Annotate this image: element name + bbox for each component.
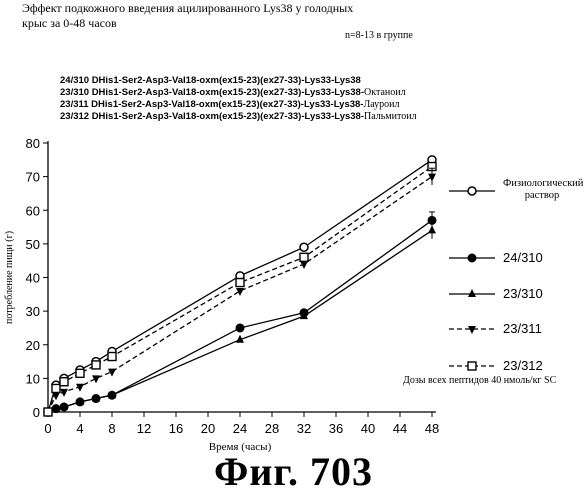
- x-tick-label: 28: [265, 421, 279, 436]
- data-point-4: [92, 361, 100, 369]
- y-tick-label: 50: [26, 237, 40, 252]
- x-tick-label: 36: [329, 421, 343, 436]
- y-tick-label: 10: [26, 371, 40, 386]
- legend-marker-0: [468, 187, 476, 195]
- x-tick-label: 44: [393, 421, 407, 436]
- y-tick-label: 20: [26, 338, 40, 353]
- dose-note: Дозы всех пептидов 40 нмоль/кг SC: [403, 375, 556, 386]
- legend-label: 23/312: [503, 358, 563, 373]
- data-point-4: [236, 279, 244, 287]
- legend-label: Физиологический раствор: [503, 178, 581, 202]
- legend-label: 23/311: [503, 321, 563, 336]
- y-tick-label: 60: [26, 203, 40, 218]
- x-tick-label: 48: [425, 421, 439, 436]
- y-tick-label: 80: [26, 136, 40, 151]
- y-tick-label: 0: [33, 405, 40, 420]
- x-tick-label: 32: [297, 421, 311, 436]
- x-tick-label: 24: [233, 421, 247, 436]
- data-point-0: [300, 243, 308, 251]
- data-point-4: [76, 369, 84, 377]
- legend-label: 23/310: [503, 286, 563, 301]
- y-tick-label: 70: [26, 170, 40, 185]
- legend-marker-1: [468, 254, 476, 262]
- legend-marker-4: [468, 362, 476, 370]
- x-tick-label: 12: [137, 421, 151, 436]
- x-tick-label: 20: [201, 421, 215, 436]
- y-axis-label: потребление пищи (г): [4, 231, 15, 324]
- x-tick-label: 40: [361, 421, 375, 436]
- data-point-1: [236, 324, 244, 332]
- series-line-2: [48, 230, 432, 412]
- series-line-1: [48, 220, 432, 412]
- legend-marker-3: [468, 326, 476, 334]
- x-tick-label: 0: [44, 421, 51, 436]
- y-tick-label: 40: [26, 271, 40, 286]
- data-point-4: [60, 378, 68, 386]
- x-tick-label: 8: [108, 421, 115, 436]
- data-point-4: [44, 408, 52, 416]
- x-tick-label: 16: [169, 421, 183, 436]
- x-tick-label: 4: [76, 421, 83, 436]
- data-point-4: [108, 353, 116, 361]
- data-point-4: [52, 384, 60, 392]
- y-tick-label: 30: [26, 304, 40, 319]
- legend-marker-2: [468, 289, 476, 297]
- figure-label: Фиг. 703: [0, 448, 587, 495]
- data-point-4: [300, 253, 308, 261]
- legend-label: 24/310: [503, 250, 563, 265]
